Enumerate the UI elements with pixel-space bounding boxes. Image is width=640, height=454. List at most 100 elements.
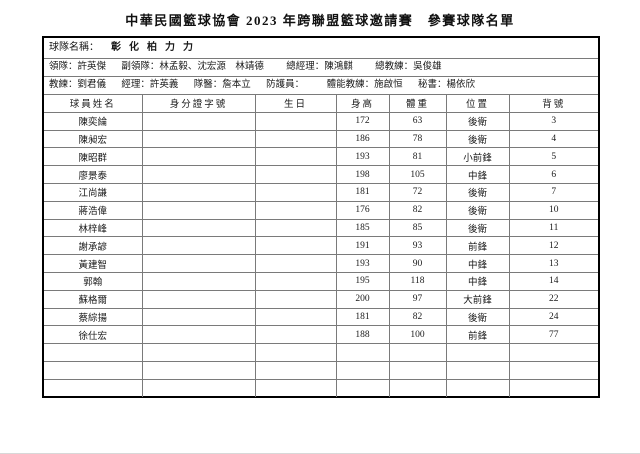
staff-coach: 教練：劉君儀 <box>49 80 107 90</box>
staff-row-2: 教練：劉君儀 經理：許英義 隊醫：詹本立 防護員： 體能教練：施啟恒 秘書：楊依… <box>44 77 598 95</box>
height-cell: 181 <box>335 308 389 327</box>
birthday-cell <box>254 325 336 345</box>
player-row: 謝承諺 191 93 前鋒 12 <box>44 236 598 256</box>
jersey-number-cell: 3 <box>508 112 598 131</box>
position-cell: 後衛 <box>445 112 509 131</box>
weight-cell: 100 <box>388 325 446 345</box>
player-name-cell: 廖景泰 <box>44 165 142 184</box>
weight-cell: 97 <box>388 290 446 309</box>
empty-cell <box>508 343 598 362</box>
weight-cell: 81 <box>388 147 446 167</box>
birthday-cell <box>254 183 336 202</box>
player-name-cell: 蔡綜揚 <box>44 308 142 327</box>
empty-row <box>44 343 598 362</box>
player-row: 江尚謙 181 72 後衛 7 <box>44 183 598 202</box>
weight-cell: 72 <box>388 183 446 202</box>
position-cell: 後衛 <box>445 219 509 238</box>
player-name-cell: 徐仕宏 <box>44 325 142 345</box>
player-row: 陳奕綸 172 63 後衛 3 <box>44 112 598 131</box>
jersey-number-cell: 24 <box>508 308 598 327</box>
empty-cell <box>388 361 446 380</box>
empty-cell <box>254 379 336 397</box>
header-birthday: 生日 <box>254 95 336 113</box>
jersey-number-cell: 22 <box>508 290 598 309</box>
player-row: 郭翰 195 118 中鋒 14 <box>44 272 598 291</box>
header-jersey-number: 背號 <box>508 95 598 113</box>
empty-cell <box>445 379 509 397</box>
jersey-number-cell: 77 <box>508 325 598 345</box>
player-name-cell: 黃建智 <box>44 254 142 273</box>
header-position: 位置 <box>445 95 509 113</box>
empty-cell <box>335 361 389 380</box>
id-number-cell <box>141 308 255 327</box>
player-table: 球員姓名 身分證字號 生日 身高 體重 位置 背號 陳奕綸 172 63 後衛 3 陳昶宏… <box>44 95 598 397</box>
position-cell: 後衛 <box>445 130 509 149</box>
height-cell: 200 <box>335 290 389 309</box>
staff-general-manager: 總經理：陳鴻麒 <box>286 62 353 72</box>
weight-cell: 78 <box>388 130 446 149</box>
height-cell: 186 <box>335 130 389 149</box>
empty-cell <box>44 343 142 362</box>
player-row: 廖景泰 198 105 中鋒 6 <box>44 165 598 184</box>
birthday-cell <box>254 147 336 167</box>
id-number-cell <box>141 147 255 167</box>
birthday-cell <box>254 219 336 238</box>
jersey-number-cell: 6 <box>508 165 598 184</box>
team-name-value: 彰化柏力力 <box>111 42 201 53</box>
height-cell: 191 <box>335 236 389 256</box>
weight-cell: 82 <box>388 308 446 327</box>
birthday-cell <box>254 272 336 291</box>
jersey-number-cell: 7 <box>508 183 598 202</box>
birthday-cell <box>254 201 336 220</box>
position-cell: 後衛 <box>445 183 509 202</box>
player-name-cell: 蘇格爾 <box>44 290 142 309</box>
document-title: 中華民國籃球協會 2023 年跨聯盟籃球邀請賽 參賽球隊名單 <box>125 13 515 28</box>
empty-cell <box>141 361 255 380</box>
player-row: 黃建智 193 90 中鋒 13 <box>44 254 598 273</box>
weight-cell: 82 <box>388 201 446 220</box>
position-cell: 中鋒 <box>445 254 509 273</box>
jersey-number-cell: 12 <box>508 236 598 256</box>
id-number-cell <box>141 254 255 273</box>
position-cell: 大前鋒 <box>445 290 509 309</box>
position-cell: 前鋒 <box>445 325 509 345</box>
jersey-number-cell: 14 <box>508 272 598 291</box>
id-number-cell <box>141 183 255 202</box>
header-weight: 體重 <box>388 95 446 113</box>
jersey-number-cell: 13 <box>508 254 598 273</box>
position-cell: 後衛 <box>445 201 509 220</box>
player-name-cell: 陳昭群 <box>44 147 142 167</box>
player-name-cell: 蔣浩偉 <box>44 201 142 220</box>
height-cell: 195 <box>335 272 389 291</box>
birthday-cell <box>254 236 336 256</box>
height-cell: 188 <box>335 325 389 345</box>
player-row: 徐仕宏 188 100 前鋒 77 <box>44 325 598 345</box>
staff-fitness-coach: 體能教練：施啟恒 <box>326 80 403 90</box>
empty-cell <box>254 343 336 362</box>
table-header-row: 球員姓名 身分證字號 生日 身高 體重 位置 背號 <box>44 95 598 113</box>
position-cell: 前鋒 <box>445 236 509 256</box>
empty-cell <box>254 361 336 380</box>
birthday-cell <box>254 254 336 273</box>
player-name-cell: 江尚謙 <box>44 183 142 202</box>
staff-manager: 經理：許英義 <box>121 80 179 90</box>
weight-cell: 63 <box>388 112 446 131</box>
player-name-cell: 陳奕綸 <box>44 112 142 131</box>
height-cell: 176 <box>335 201 389 220</box>
birthday-cell <box>254 165 336 184</box>
id-number-cell <box>141 219 255 238</box>
jersey-number-cell: 11 <box>508 219 598 238</box>
empty-cell <box>141 379 255 397</box>
player-row: 蔣浩偉 176 82 後衛 10 <box>44 201 598 220</box>
id-number-cell <box>141 290 255 309</box>
empty-cell <box>388 379 446 397</box>
header-player-name: 球員姓名 <box>44 95 142 113</box>
staff-secretary: 秘書：楊依欣 <box>417 80 475 90</box>
staff-head-coach: 總教練：吳俊雄 <box>375 62 442 72</box>
id-number-cell <box>141 130 255 149</box>
weight-cell: 85 <box>388 219 446 238</box>
position-cell: 後衛 <box>445 308 509 327</box>
height-cell: 193 <box>335 147 389 167</box>
header-id-number: 身分證字號 <box>141 95 255 113</box>
